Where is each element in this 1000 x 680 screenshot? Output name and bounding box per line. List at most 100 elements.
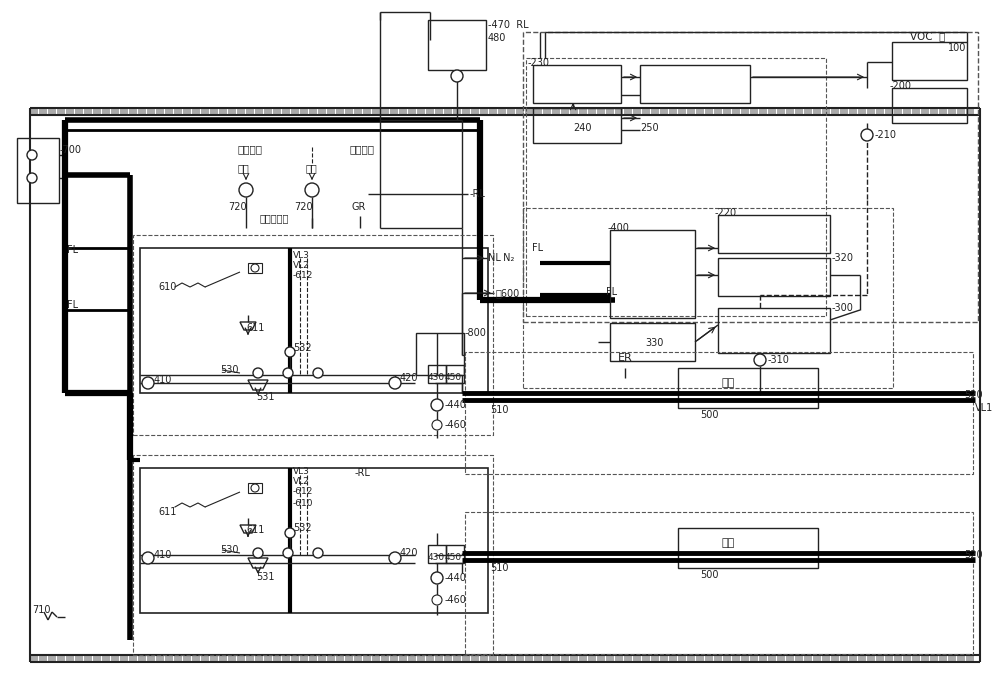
Bar (876, 655, 884, 662)
Bar (462, 655, 470, 662)
Bar (111, 655, 119, 662)
Bar (174, 108, 182, 115)
Bar (921, 108, 929, 115)
Text: -700: -700 (60, 145, 82, 155)
Bar (399, 108, 407, 115)
Bar (640, 65, 750, 103)
Bar (417, 655, 425, 662)
Bar (867, 655, 875, 662)
Bar (533, 65, 621, 103)
Text: -610: -610 (293, 498, 314, 507)
Bar (606, 655, 614, 662)
Bar (750, 108, 758, 115)
Bar (705, 108, 713, 115)
Text: 532: 532 (293, 343, 312, 353)
Bar (840, 108, 848, 115)
Bar (192, 108, 200, 115)
Bar (660, 108, 668, 115)
Bar (426, 108, 434, 115)
Bar (892, 88, 967, 123)
Text: -230: -230 (528, 58, 550, 68)
Bar (498, 655, 506, 662)
Text: 532: 532 (293, 523, 312, 533)
Bar (417, 108, 425, 115)
Text: FL: FL (67, 300, 78, 310)
Bar (642, 108, 650, 115)
Circle shape (283, 548, 293, 558)
Bar (705, 655, 713, 662)
Text: 240: 240 (573, 123, 592, 133)
Bar (678, 108, 686, 115)
Bar (885, 108, 893, 115)
Bar (867, 108, 875, 115)
Bar (465, 352, 973, 474)
Text: FL: FL (67, 245, 78, 255)
Bar (282, 655, 290, 662)
Text: -320: -320 (832, 253, 854, 263)
Bar (210, 108, 218, 115)
Circle shape (305, 183, 319, 197)
Bar (489, 655, 497, 662)
Circle shape (432, 595, 442, 605)
Text: 510: 510 (490, 563, 509, 573)
Bar (120, 108, 128, 115)
Bar (210, 655, 218, 662)
Bar (345, 655, 353, 662)
Bar (588, 655, 596, 662)
Bar (75, 108, 83, 115)
Bar (759, 108, 767, 115)
Bar (327, 655, 335, 662)
Bar (610, 230, 695, 318)
Text: 450: 450 (445, 554, 462, 562)
Text: -310: -310 (768, 355, 790, 365)
Text: 531: 531 (256, 572, 274, 582)
Bar (570, 108, 578, 115)
Bar (525, 108, 533, 115)
Circle shape (861, 129, 873, 141)
Circle shape (431, 399, 443, 411)
Bar (17, 138, 59, 203)
Bar (48, 108, 56, 115)
Bar (93, 655, 101, 662)
Bar (300, 108, 308, 115)
Text: -RL: -RL (470, 189, 486, 199)
Bar (446, 365, 464, 383)
Text: 空气: 空气 (237, 163, 249, 173)
Bar (696, 655, 704, 662)
Text: ER: ER (618, 353, 633, 363)
Bar (264, 108, 272, 115)
Bar (219, 655, 227, 662)
Bar (687, 108, 695, 115)
Circle shape (142, 377, 154, 389)
Bar (255, 655, 263, 662)
Bar (465, 512, 973, 654)
Text: 从600: 从600 (496, 288, 520, 298)
Bar (718, 308, 830, 353)
Text: 机械部分: 机械部分 (238, 144, 262, 154)
Text: -612: -612 (293, 488, 313, 496)
Bar (732, 108, 740, 115)
Bar (526, 58, 826, 316)
Text: -220: -220 (715, 208, 737, 218)
Circle shape (283, 368, 293, 378)
Bar (408, 108, 416, 115)
Bar (849, 655, 857, 662)
Bar (669, 655, 677, 662)
Bar (381, 655, 389, 662)
Bar (660, 655, 668, 662)
Bar (822, 655, 830, 662)
Bar (444, 108, 452, 115)
Bar (523, 32, 978, 322)
Bar (138, 108, 146, 115)
Bar (57, 108, 65, 115)
Text: 100: 100 (948, 43, 966, 53)
Bar (489, 108, 497, 115)
Bar (939, 655, 947, 662)
Bar (498, 108, 506, 115)
Circle shape (389, 377, 401, 389)
Text: -300: -300 (832, 303, 854, 313)
Bar (156, 108, 164, 115)
Bar (921, 655, 929, 662)
Bar (237, 655, 245, 662)
Text: 531: 531 (256, 392, 274, 402)
